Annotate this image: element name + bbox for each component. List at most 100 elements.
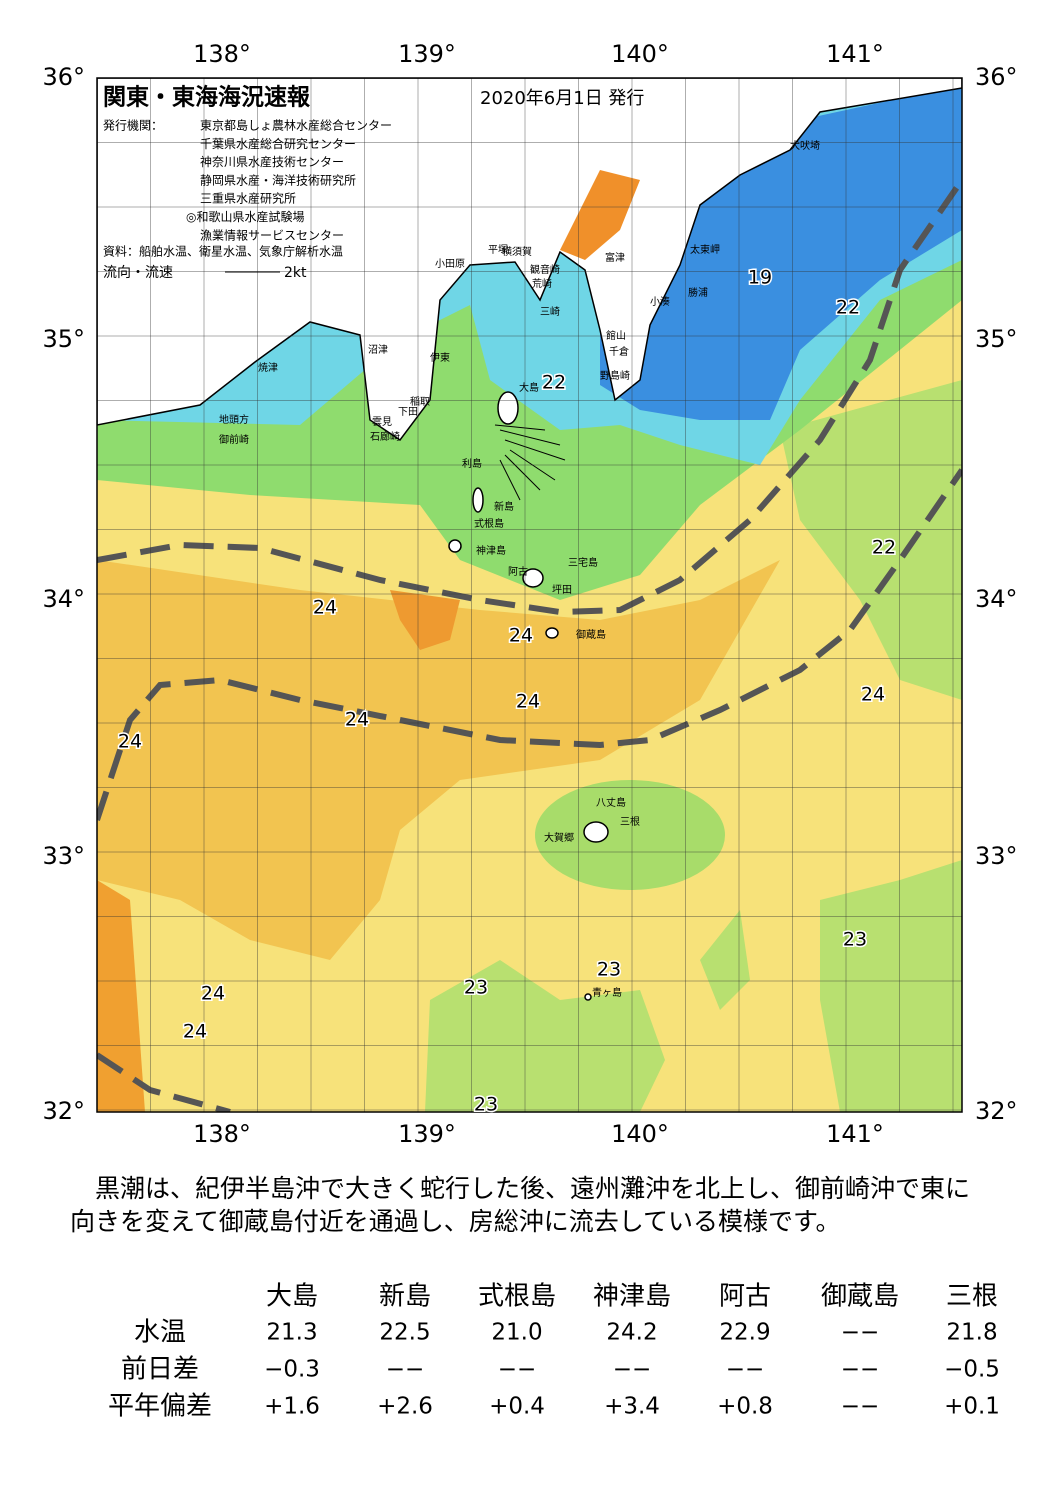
lon-label: 140° <box>611 1120 669 1148</box>
place-name: 八丈島 <box>596 796 626 809</box>
table-cell: 21.3 <box>266 1320 317 1346</box>
place-name: 神津島 <box>476 544 506 557</box>
place-name: 野島崎 <box>600 369 630 382</box>
place-name: 稲取 <box>410 396 430 408</box>
place-name: 三根 <box>620 815 640 828</box>
temp-label: 22 <box>836 297 860 319</box>
temp-label: 24 <box>183 1021 207 1043</box>
place-name: 館山 <box>606 329 626 342</box>
place-name: 富津 <box>605 251 625 264</box>
current-arrows <box>494 424 566 501</box>
issuer: ◎和歌山県水産試験場 <box>186 209 304 224</box>
temp-label: 24 <box>118 731 142 753</box>
table-header: 阿古 <box>719 1282 771 1312</box>
lat-label: 34° <box>975 585 1018 613</box>
lat-label: 32° <box>975 1097 1018 1125</box>
sea-hot <box>560 170 640 260</box>
lat-label: 35° <box>42 325 85 353</box>
place-name: 平塚 <box>488 244 508 256</box>
table-cell: 21.8 <box>946 1320 997 1346</box>
kuroshio-path <box>97 178 962 1112</box>
temp-label: 19 <box>748 267 772 289</box>
sea-hot <box>97 880 145 1112</box>
sea-green <box>820 860 962 1112</box>
table-cell: −− <box>841 1357 880 1383</box>
lon-label: 138° <box>193 1120 251 1148</box>
issuers-label: 発行機関： <box>103 118 163 133</box>
sea-green <box>535 780 725 890</box>
temp-label: 23 <box>474 1094 498 1116</box>
place-name: 利島 <box>462 457 482 470</box>
place-name: 千倉 <box>609 345 629 358</box>
temp-label: 23 <box>464 977 488 999</box>
lon-label: 140° <box>611 40 669 68</box>
issue-date: 2020年6月1日 発行 <box>480 88 644 109</box>
issuer: 神奈川県水産技術センター <box>200 154 344 169</box>
place-name: 御前崎 <box>219 433 249 446</box>
issuer: 東京都島しょ農林水産総合センター <box>200 118 392 133</box>
sea-green <box>780 380 962 700</box>
temp-label: 22 <box>542 372 566 394</box>
sea-hot <box>390 590 460 650</box>
table-cell: −− <box>613 1357 652 1383</box>
table-cell: −− <box>498 1357 537 1383</box>
table-cell: 24.2 <box>606 1320 657 1346</box>
description-line: 向きを変えて御蔵島付近を通過し、房総沖に流去している模様です。 <box>70 1207 841 1236</box>
place-name: 焼津 <box>258 362 278 374</box>
place-name: 小湊 <box>650 295 670 308</box>
table-cell: −− <box>841 1394 880 1420</box>
table-cell: −0.3 <box>264 1357 320 1383</box>
legend-label: 流向・流速 <box>103 265 173 281</box>
row-label: 水温 <box>134 1318 186 1348</box>
table-cell: +2.6 <box>377 1394 433 1420</box>
map-frame <box>96 77 963 1113</box>
place-name: 下田 <box>398 407 418 418</box>
table-header: 大島 <box>266 1282 318 1312</box>
table-cell: +0.4 <box>489 1394 545 1420</box>
place-name: 勝浦 <box>688 286 708 299</box>
table-cell: −0.5 <box>944 1357 1000 1383</box>
sea-green <box>425 960 665 1112</box>
table-cell: −− <box>841 1320 880 1346</box>
place-name: 大島 <box>519 381 539 394</box>
map-area <box>97 78 962 1112</box>
temp-label: 24 <box>201 983 225 1005</box>
issuer: 千葉県水産総合研究センター <box>200 136 356 151</box>
place-name: 式根島 <box>474 517 504 530</box>
place-name: 伊東 <box>430 351 450 364</box>
temp-label: 22 <box>872 537 896 559</box>
lat-label: 33° <box>42 842 85 870</box>
place-name: 荒崎 <box>532 277 552 290</box>
lat-label: 36° <box>42 63 85 91</box>
lon-label: 138° <box>193 40 251 68</box>
place-name: 沼津 <box>368 343 388 356</box>
lon-label: 141° <box>826 1120 884 1148</box>
table-header: 御蔵島 <box>821 1282 899 1312</box>
sea-green <box>700 910 750 1010</box>
temp-label: 23 <box>597 959 621 981</box>
place-name: 三宅島 <box>568 556 598 569</box>
lat-label: 32° <box>42 1097 85 1125</box>
row-label: 平年偏差 <box>108 1392 212 1422</box>
lat-label: 33° <box>975 842 1018 870</box>
temp-label: 24 <box>509 625 533 647</box>
place-name: 小田原 <box>435 258 465 270</box>
temp-label: 24 <box>313 597 337 619</box>
place-name: 石廊崎 <box>370 430 400 443</box>
place-name: 太東岬 <box>690 243 720 256</box>
issuer: 静岡県水産・海洋技術研究所 <box>200 172 356 187</box>
place-name: 新島 <box>494 500 514 513</box>
table-header: 新島 <box>379 1282 431 1312</box>
place-name: 大賀郷 <box>544 831 574 844</box>
lat-label: 36° <box>975 63 1018 91</box>
place-name: 犬吠埼 <box>790 139 820 152</box>
lat-label: 34° <box>42 585 85 613</box>
table-cell: +3.4 <box>604 1394 660 1420</box>
place-name: 青ヶ島 <box>592 986 622 999</box>
place-name: 観音崎 <box>530 263 560 276</box>
grid <box>97 78 962 1112</box>
temp-label: 24 <box>861 684 885 706</box>
legend-speed: 2kt <box>284 265 307 281</box>
